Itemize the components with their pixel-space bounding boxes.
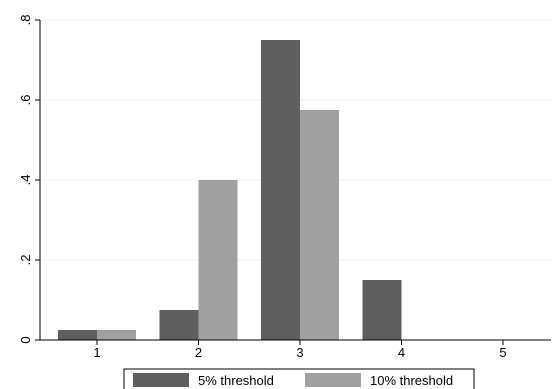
y-tick-label: .8 — [18, 15, 33, 26]
bar — [261, 40, 300, 340]
x-tick-label: 3 — [296, 345, 303, 360]
x-tick-label: 5 — [499, 345, 506, 360]
bar — [362, 280, 402, 340]
bar — [159, 310, 199, 340]
legend-swatch-10pct — [305, 373, 361, 387]
legend-swatch-5pct — [133, 373, 189, 387]
bar — [300, 110, 339, 340]
y-tick-label: .2 — [18, 255, 33, 266]
y-tick-label: .6 — [18, 95, 33, 106]
legend: 5% threshold 10% threshold — [123, 368, 475, 389]
x-tick-label: 2 — [195, 345, 202, 360]
legend-box — [123, 368, 475, 389]
y-ticks: 0 .2 .4 .6 .8 — [18, 15, 40, 344]
bar — [97, 330, 136, 340]
x-tick-label: 1 — [93, 345, 100, 360]
y-tick-label: 0 — [18, 336, 33, 343]
x-tick-label: 4 — [398, 345, 405, 360]
legend-label-5pct: 5% threshold — [198, 373, 274, 388]
y-tick-label: .4 — [18, 175, 33, 186]
bar — [198, 180, 238, 340]
legend-label-10pct: 10% threshold — [370, 373, 453, 388]
x-ticks: 1 2 3 4 5 — [93, 340, 507, 360]
bars — [58, 40, 402, 340]
bar — [58, 330, 97, 340]
